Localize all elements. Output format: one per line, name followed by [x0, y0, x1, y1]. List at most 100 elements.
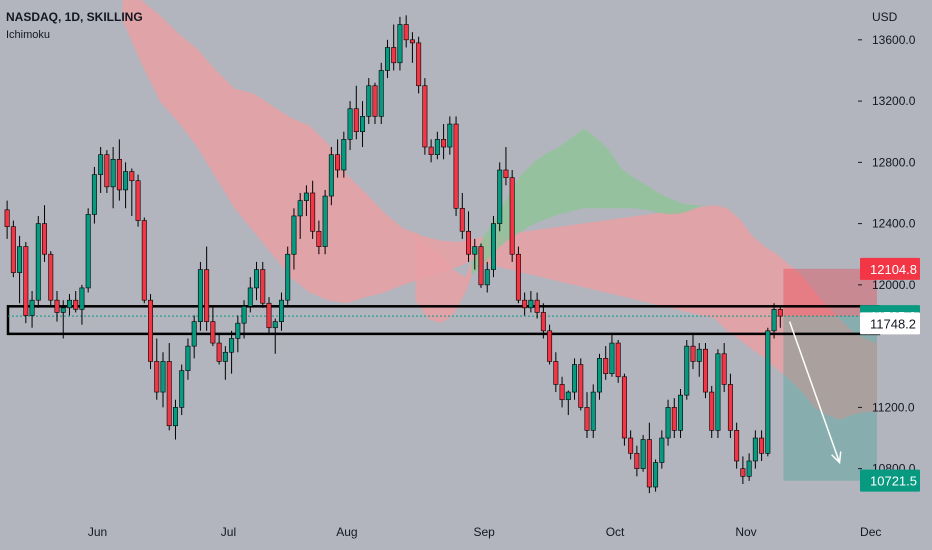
candle-body — [615, 342, 621, 378]
candle-body — [35, 223, 41, 301]
candle — [422, 78, 428, 155]
candle-body — [116, 158, 122, 191]
candle — [640, 434, 646, 472]
candle — [353, 85, 359, 140]
candle — [166, 343, 172, 431]
candle-body — [372, 85, 378, 117]
time-tick-label: Dec — [860, 525, 881, 539]
candle — [347, 101, 353, 151]
candle-body — [60, 307, 66, 313]
candle — [584, 392, 590, 439]
candle — [172, 399, 178, 440]
candle — [179, 364, 185, 416]
candle — [765, 327, 771, 457]
short-position-tool[interactable] — [783, 268, 877, 481]
candle-body — [752, 437, 758, 462]
candle-body — [23, 246, 29, 316]
candle-body — [316, 230, 322, 247]
candle — [628, 430, 634, 460]
candle-body — [715, 353, 721, 431]
price-label-text: 10721.5 — [870, 474, 917, 489]
candle — [260, 261, 266, 308]
indicator-label[interactable]: Ichimoku — [6, 29, 51, 41]
candle-body — [310, 192, 316, 232]
candle — [478, 243, 484, 288]
candle-body — [54, 299, 60, 313]
candle — [23, 241, 29, 324]
candle-body — [634, 453, 640, 469]
candle-body — [291, 215, 297, 255]
candle — [740, 456, 746, 484]
candle — [403, 15, 409, 48]
candle-body — [441, 139, 447, 148]
candle-body — [765, 330, 771, 454]
candle-body — [216, 342, 222, 362]
candle-body — [646, 439, 652, 488]
candle — [646, 422, 652, 494]
candle — [73, 290, 79, 313]
candle — [428, 139, 434, 163]
candle — [79, 284, 85, 325]
candle-body — [247, 287, 253, 307]
candle — [17, 235, 23, 304]
candle — [135, 174, 141, 227]
candle-body — [360, 116, 366, 133]
candle — [727, 373, 733, 439]
candle-body — [297, 200, 303, 217]
candle — [721, 343, 727, 393]
candle — [328, 147, 334, 206]
candle-body — [702, 348, 708, 393]
candle-body — [48, 253, 54, 301]
candle — [297, 192, 303, 239]
candle — [185, 338, 191, 380]
candle — [247, 277, 253, 313]
candle-body — [777, 309, 783, 317]
candle — [472, 238, 478, 270]
projection-arrow[interactable] — [788, 321, 842, 465]
time-tick-label: Aug — [336, 525, 357, 539]
candle — [366, 78, 372, 125]
candle-body — [621, 376, 627, 439]
candle-body — [172, 407, 178, 427]
candle — [528, 290, 534, 313]
candle-body — [391, 47, 397, 64]
candle-body — [740, 468, 746, 477]
candle — [416, 36, 422, 94]
candle — [360, 101, 366, 148]
candle — [509, 170, 515, 262]
candle — [372, 82, 378, 125]
candles — [4, 15, 783, 494]
candle — [98, 147, 104, 193]
candle-body — [4, 209, 10, 227]
candle-body — [709, 391, 715, 431]
time-axis[interactable]: Jun Jul Aug Sep Oct Nov Dec — [88, 525, 882, 539]
time-tick-label: Jul — [221, 525, 236, 539]
candle-body — [603, 358, 609, 374]
candle — [447, 116, 453, 155]
price-axis[interactable]: 13600.0 13200.0 12800.0 12400.0 12000.0 11200… — [858, 33, 920, 492]
candle-body — [428, 146, 434, 155]
candle-body — [684, 345, 690, 396]
candle — [154, 338, 160, 400]
candle-body — [659, 437, 665, 463]
candle-body — [272, 321, 278, 329]
ichimoku-cloud — [122, 0, 877, 420]
candle — [484, 261, 490, 293]
candle-body — [91, 174, 97, 215]
candle — [85, 208, 91, 293]
candle — [216, 333, 222, 365]
candle-body — [434, 139, 440, 155]
candle-body — [540, 312, 546, 332]
candle — [678, 389, 684, 439]
candle-body — [696, 348, 702, 362]
candle — [409, 32, 415, 63]
candle-body — [129, 171, 135, 182]
candle-body — [609, 342, 615, 374]
candle — [684, 340, 690, 400]
candle — [565, 390, 571, 416]
price-label-text: 11748.2 — [870, 316, 916, 331]
candle-body — [522, 299, 528, 309]
cloud-bearish — [122, 0, 877, 420]
